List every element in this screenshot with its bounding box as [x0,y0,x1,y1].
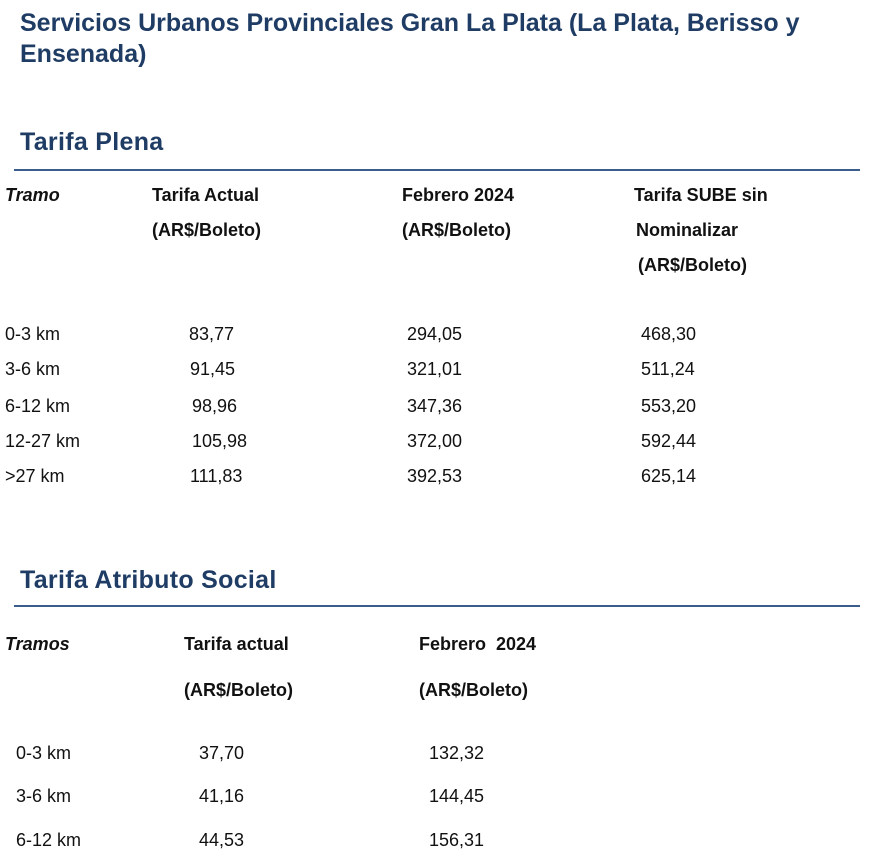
row-tramo: 3-6 km [5,359,61,379]
row-tarifa-sube: 511,24 [641,359,695,379]
row-tarifa-sube: 468,30 [641,324,697,344]
header-tramos: Tramos [5,634,70,654]
row-febrero-2024: 372,00 [407,431,463,451]
header-tramo: Tramo [5,185,60,205]
header-febrero-2024-unit: (AR$/Boleto) [402,220,511,240]
row-tramo: 6-12 km [16,830,82,850]
section-heading-tarifa-social: Tarifa Atributo Social [20,566,277,594]
row-febrero-2024: 144,45 [429,786,485,806]
page-title: Servicios Urbanos Provinciales Gran La P… [20,9,800,68]
row-febrero-2024: 156,31 [429,830,485,850]
row-tarifa-sube: 625,14 [641,466,697,486]
row-tramo: >27 km [5,466,65,486]
row-febrero-2024: 132,32 [429,743,485,763]
header-tarifa-actual-unit: (AR$/Boleto) [152,220,261,240]
row-tramo: 3-6 km [16,786,72,806]
row-tarifa-sube: 592,44 [641,431,697,451]
row-tarifa-actual: 44,53 [199,830,245,850]
header-febrero-2024-unit: (AR$/Boleto) [419,680,528,700]
row-tramo: 0-3 km [16,743,72,763]
row-tarifa-actual: 98,96 [192,396,238,416]
header-tarifa-actual-unit: (AR$/Boleto) [184,680,293,700]
row-tarifa-actual: 37,70 [199,743,245,763]
header-tarifa-actual: Tarifa Actual [152,185,260,205]
header-febrero-2024: Febrero 2024 [402,185,515,205]
header-tarifa-actual: Tarifa actual [184,634,289,654]
row-tramo: 12-27 km [5,431,81,451]
header-tarifa-sube-unit: (AR$/Boleto) [638,255,747,275]
row-febrero-2024: 347,36 [407,396,463,416]
row-tramo: 6-12 km [5,396,71,416]
header-febrero-2024: Febrero 2024 [419,634,537,654]
section-heading-tarifa-plena: Tarifa Plena [20,128,164,156]
row-febrero-2024: 294,05 [407,324,463,344]
row-tarifa-actual: 111,83 [190,466,243,486]
row-tarifa-actual: 41,16 [199,786,245,806]
header-tarifa-sube-line2: Nominalizar [636,220,739,240]
row-tarifa-actual: 105,98 [192,431,248,451]
row-febrero-2024: 392,53 [407,466,463,486]
row-tarifa-actual: 83,77 [189,324,235,344]
row-tarifa-actual: 91,45 [190,359,236,379]
header-tarifa-sube: Tarifa SUBE sin [634,185,768,205]
row-febrero-2024: 321,01 [407,359,463,379]
row-tarifa-sube: 553,20 [641,396,697,416]
row-tramo: 0-3 km [5,324,61,344]
section-divider [14,169,860,171]
section-divider [14,605,860,607]
